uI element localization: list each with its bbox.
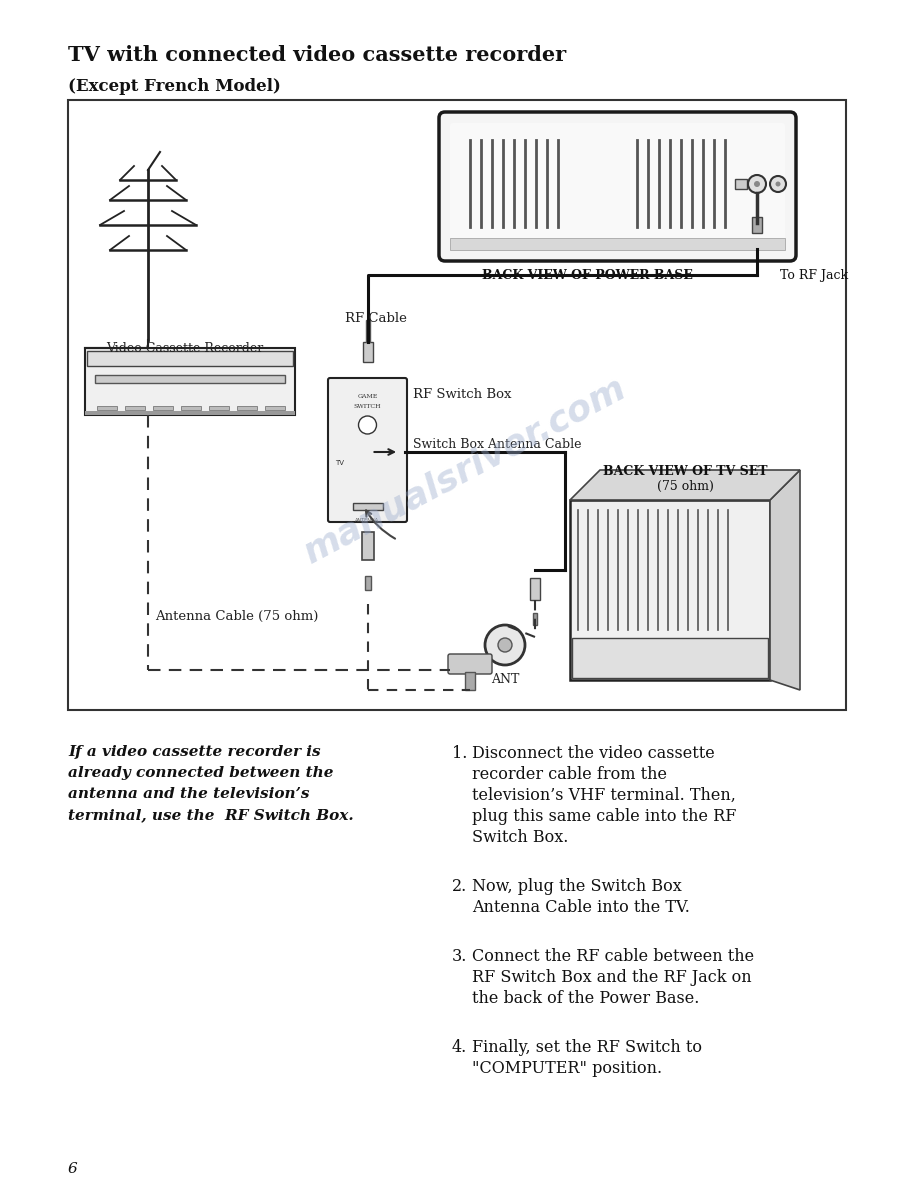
Text: ANT: ANT <box>491 672 520 685</box>
FancyBboxPatch shape <box>439 112 796 261</box>
Text: recorder cable from the: recorder cable from the <box>472 766 667 783</box>
Text: If a video cassette recorder is: If a video cassette recorder is <box>68 745 320 759</box>
Circle shape <box>498 638 512 652</box>
Bar <box>85 411 295 415</box>
Bar <box>365 320 370 342</box>
Text: BACK VIEW OF TV SET: BACK VIEW OF TV SET <box>603 465 767 478</box>
Bar <box>364 576 371 590</box>
Text: 3.: 3. <box>452 948 467 965</box>
Polygon shape <box>570 470 800 500</box>
Circle shape <box>770 176 786 192</box>
Bar <box>181 406 201 410</box>
Bar <box>153 406 173 410</box>
Text: Finally, set the RF Switch to: Finally, set the RF Switch to <box>472 1040 702 1056</box>
Circle shape <box>359 416 376 434</box>
Text: ANTENNA: ANTENNA <box>355 518 379 523</box>
Bar <box>209 406 229 410</box>
Bar <box>530 579 540 600</box>
Circle shape <box>776 182 780 187</box>
Text: Antenna Cable (75 ohm): Antenna Cable (75 ohm) <box>155 609 319 623</box>
Text: RF Switch Box and the RF Jack on: RF Switch Box and the RF Jack on <box>472 969 752 986</box>
Text: Video Cassette Recorder: Video Cassette Recorder <box>106 342 263 355</box>
Bar <box>125 406 145 410</box>
Bar <box>97 406 117 410</box>
Text: Antenna Cable into the TV.: Antenna Cable into the TV. <box>472 899 689 916</box>
Text: Switch Box.: Switch Box. <box>472 829 568 846</box>
Text: Disconnect the video cassette: Disconnect the video cassette <box>472 745 715 762</box>
Text: Switch Box Antenna Cable: Switch Box Antenna Cable <box>413 438 581 451</box>
Text: To RF Jack: To RF Jack <box>780 268 848 282</box>
Bar <box>237 406 257 410</box>
Circle shape <box>754 181 760 187</box>
Text: the back of the Power Base.: the back of the Power Base. <box>472 990 700 1007</box>
Text: already connected between the: already connected between the <box>68 766 333 781</box>
Text: TV: TV <box>335 460 344 466</box>
Text: (Except French Model): (Except French Model) <box>68 78 281 95</box>
Text: Connect the RF cable between the: Connect the RF cable between the <box>472 948 754 965</box>
Bar <box>353 503 383 510</box>
Bar <box>752 217 762 233</box>
FancyBboxPatch shape <box>450 124 785 249</box>
Bar <box>533 613 537 625</box>
FancyBboxPatch shape <box>448 655 492 674</box>
Text: Now, plug the Switch Box: Now, plug the Switch Box <box>472 878 682 895</box>
Bar <box>570 500 770 680</box>
Text: SWITCH: SWITCH <box>353 404 381 409</box>
Bar <box>87 350 293 366</box>
Bar <box>265 406 285 410</box>
Text: antenna and the television’s: antenna and the television’s <box>68 786 309 801</box>
FancyBboxPatch shape <box>328 378 407 522</box>
Text: television’s VHF terminal. Then,: television’s VHF terminal. Then, <box>472 786 736 804</box>
Bar <box>363 342 373 362</box>
Bar <box>85 348 295 415</box>
Text: (75 ohm): (75 ohm) <box>656 480 713 493</box>
Text: plug this same cable into the RF: plug this same cable into the RF <box>472 808 736 824</box>
Text: 1.: 1. <box>452 745 467 762</box>
Bar <box>68 100 846 710</box>
Bar <box>362 532 374 560</box>
Bar <box>450 238 785 249</box>
Bar <box>465 672 475 690</box>
Text: 6: 6 <box>68 1162 78 1176</box>
Text: RF Cable: RF Cable <box>345 312 407 326</box>
Bar <box>735 179 747 189</box>
Text: GAME: GAME <box>357 394 377 399</box>
Polygon shape <box>770 470 800 690</box>
Text: manualsriver.com: manualsriver.com <box>298 371 633 569</box>
Text: 2.: 2. <box>452 878 467 895</box>
Bar <box>95 375 285 383</box>
Text: TV with connected video cassette recorder: TV with connected video cassette recorde… <box>68 45 566 65</box>
Text: RF Switch Box: RF Switch Box <box>413 388 511 402</box>
Text: "COMPUTER" position.: "COMPUTER" position. <box>472 1060 662 1078</box>
Circle shape <box>748 175 766 192</box>
Text: BACK VIEW OF POWER BASE: BACK VIEW OF POWER BASE <box>482 268 693 282</box>
Text: 4.: 4. <box>452 1040 467 1056</box>
Text: terminal, use the  RF Switch Box.: terminal, use the RF Switch Box. <box>68 808 353 822</box>
Circle shape <box>485 625 525 665</box>
Bar <box>572 638 768 678</box>
